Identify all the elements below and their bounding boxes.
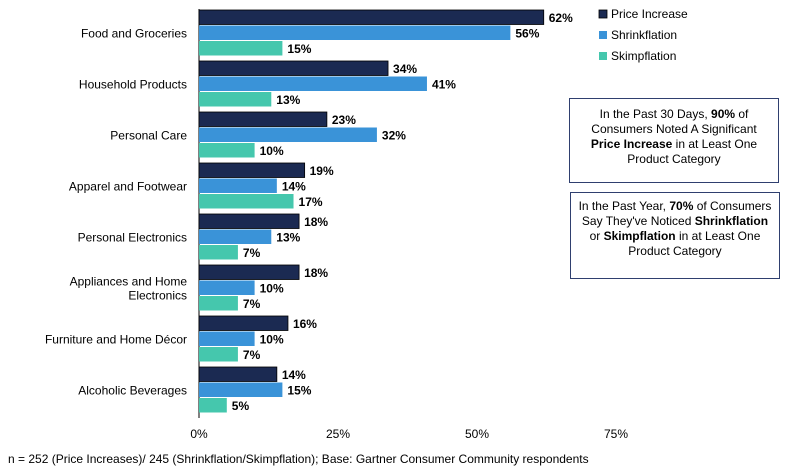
bar-price-increase-household-products <box>198 60 389 76</box>
legend-label-price-increase: Price Increase <box>611 7 688 21</box>
bar-shrinkflation-household-products <box>199 76 427 91</box>
x-tick-label: 0% <box>190 427 208 441</box>
value-label-shrinkflation-household-products: 41% <box>432 78 456 92</box>
value-label-price-increase-household-products: 34% <box>393 62 417 76</box>
bar-shrinkflation-food-and-groceries <box>199 25 511 40</box>
bar-shrinkflation-alcoholic-beverages <box>199 382 283 397</box>
x-tick-label: 50% <box>465 427 489 441</box>
callout-price-increase: In the Past 30 Days, 90% of Consumers No… <box>569 98 779 183</box>
bar-price-increase-personal-care <box>198 111 328 127</box>
value-label-skimpflation-apparel-and-footwear: 17% <box>299 195 323 209</box>
category-label-household-products: Household Products <box>79 77 187 91</box>
value-label-shrinkflation-personal-electronics: 13% <box>276 231 300 245</box>
bar-skimpflation-personal-care <box>199 143 255 158</box>
value-label-skimpflation-food-and-groceries: 15% <box>287 42 311 56</box>
bar-price-increase-food-and-groceries <box>198 9 545 25</box>
value-label-price-increase-apparel-and-footwear: 19% <box>310 164 334 178</box>
category-label-food-and-groceries: Food and Groceries <box>81 26 187 40</box>
callout-shrinkflation: In the Past Year, 70% of Consumers Say T… <box>570 192 780 279</box>
bar-price-increase-alcoholic-beverages <box>198 366 278 382</box>
x-tick-label: 75% <box>604 427 628 441</box>
category-label-alcoholic-beverages: Alcoholic Beverages <box>78 383 187 397</box>
value-label-shrinkflation-furniture-and-home-d-cor: 10% <box>260 333 284 347</box>
value-label-shrinkflation-apparel-and-footwear: 14% <box>282 180 306 194</box>
bar-shrinkflation-personal-care <box>199 127 377 142</box>
bar-skimpflation-personal-electronics <box>199 245 238 260</box>
bar-shrinkflation-personal-electronics <box>199 229 272 244</box>
value-label-price-increase-personal-electronics: 18% <box>304 215 328 229</box>
value-label-price-increase-furniture-and-home-d-cor: 16% <box>293 317 317 331</box>
value-label-price-increase-appliances-and-home-electronics: 18% <box>304 266 328 280</box>
bar-price-increase-apparel-and-footwear <box>198 162 306 178</box>
value-label-skimpflation-personal-care: 10% <box>260 144 284 158</box>
bar-skimpflation-alcoholic-beverages <box>199 398 227 413</box>
bar-skimpflation-furniture-and-home-d-cor <box>199 347 238 362</box>
value-label-price-increase-personal-care: 23% <box>332 113 356 127</box>
category-label-appliances-and-home-electronics: Appliances and Home Electronics <box>70 274 188 302</box>
category-label-personal-care: Personal Care <box>110 128 187 142</box>
legend-swatch-price-increase <box>598 9 608 19</box>
category-label-furniture-and-home-d-cor: Furniture and Home Décor <box>45 332 187 346</box>
value-label-shrinkflation-alcoholic-beverages: 15% <box>287 384 311 398</box>
bar-skimpflation-appliances-and-home-electronics <box>199 296 238 311</box>
category-label-personal-electronics: Personal Electronics <box>78 230 187 244</box>
value-label-skimpflation-alcoholic-beverages: 5% <box>232 399 250 413</box>
category-label-apparel-and-footwear: Apparel and Footwear <box>69 179 187 193</box>
value-label-shrinkflation-appliances-and-home-electronics: 10% <box>260 282 284 296</box>
bar-price-increase-personal-electronics <box>198 213 300 229</box>
bar-skimpflation-household-products <box>199 92 272 107</box>
value-label-price-increase-alcoholic-beverages: 14% <box>282 368 306 382</box>
x-tick-label: 25% <box>326 427 350 441</box>
legend-swatch-shrinkflation <box>599 31 607 39</box>
footnote: n = 252 (Price Increases)/ 245 (Shrinkfl… <box>8 452 589 466</box>
bar-skimpflation-food-and-groceries <box>199 41 283 56</box>
value-label-shrinkflation-personal-care: 32% <box>382 129 406 143</box>
legend-label-skimpflation: Skimpflation <box>611 49 676 63</box>
bar-shrinkflation-furniture-and-home-d-cor <box>199 331 255 346</box>
value-label-skimpflation-appliances-and-home-electronics: 7% <box>243 297 261 311</box>
bar-shrinkflation-appliances-and-home-electronics <box>199 280 255 295</box>
bar-skimpflation-apparel-and-footwear <box>199 194 294 209</box>
value-label-skimpflation-household-products: 13% <box>276 93 300 107</box>
bar-price-increase-furniture-and-home-d-cor <box>198 315 289 331</box>
value-label-price-increase-food-and-groceries: 62% <box>549 11 573 25</box>
legend-label-shrinkflation: Shrinkflation <box>611 28 677 42</box>
legend-swatch-skimpflation <box>599 52 607 60</box>
bar-shrinkflation-apparel-and-footwear <box>199 178 277 193</box>
value-label-skimpflation-furniture-and-home-d-cor: 7% <box>243 348 261 362</box>
bar-price-increase-appliances-and-home-electronics <box>198 264 300 280</box>
value-label-skimpflation-personal-electronics: 7% <box>243 246 261 260</box>
value-label-shrinkflation-food-and-groceries: 56% <box>515 27 539 41</box>
